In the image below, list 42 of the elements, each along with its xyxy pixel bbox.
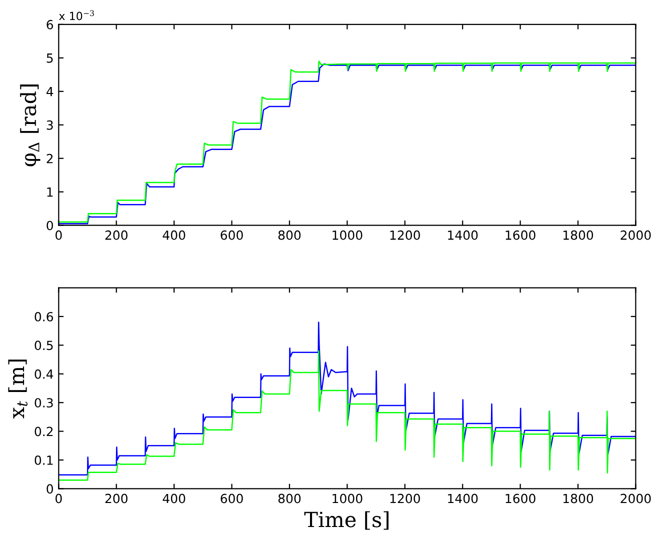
y-axis-title: x$_{t}$ [m] [8, 360, 28, 419]
x-tick-label: 200 [105, 494, 128, 504]
y-tick-label: 6 [46, 20, 54, 30]
x-tick-label: 2000 [620, 494, 651, 504]
x-tick-label: 1000 [332, 230, 362, 240]
x-tick-label: 1800 [563, 230, 594, 240]
y-tick-label: 0.2 [34, 426, 53, 436]
y-tick-label: 0.6 [34, 312, 54, 322]
x-tick-label: 1200 [390, 230, 420, 240]
y-tick-label: 0 [46, 220, 53, 230]
x-tick-label: 0 [56, 230, 62, 240]
y-tick-label: 2 [46, 154, 53, 164]
y-tick-label: 5 [46, 54, 53, 63]
x-tick-label: 600 [220, 230, 243, 240]
x-tick-label: 1600 [506, 494, 536, 504]
x-tick-label: 1600 [506, 230, 536, 240]
x-tick-label: 1400 [448, 230, 478, 240]
y-tick-label: 1 [47, 187, 53, 197]
x-tick-label: 2000 [620, 230, 651, 240]
x-tick-label: 1000 [332, 494, 362, 504]
y-axis-title: φ$_{Δ}$ [rad] [20, 84, 40, 166]
x-tick-label: 200 [105, 230, 128, 240]
text: x 10$^{−3}$ [59, 10, 94, 20]
x-tick-label: 800 [278, 230, 301, 240]
y-tick-label: 0.1 [34, 455, 53, 465]
x-tick-label: 1400 [448, 494, 478, 504]
x-tick-label: 400 [162, 230, 186, 240]
y-tick-label: 0.4 [34, 369, 54, 379]
y-tick-label: 0 [46, 484, 53, 494]
x-tick-label: 1800 [563, 494, 594, 504]
x-tick-label: 1200 [390, 494, 420, 504]
x-tick-label: 600 [220, 494, 243, 504]
x-axis-title: Time [s] [304, 511, 389, 530]
y-tick-label: 3 [46, 120, 53, 130]
y-tick-label: 0.3 [34, 398, 53, 408]
x-tick-label: 800 [278, 494, 301, 504]
line-series [58, 322, 636, 476]
x-tick-label: 400 [162, 494, 186, 504]
y-tick-label: 4 [46, 87, 54, 96]
line-series [58, 350, 636, 481]
y-tick-label: 0.5 [34, 340, 53, 350]
x-tick-label: 0 [56, 494, 62, 504]
